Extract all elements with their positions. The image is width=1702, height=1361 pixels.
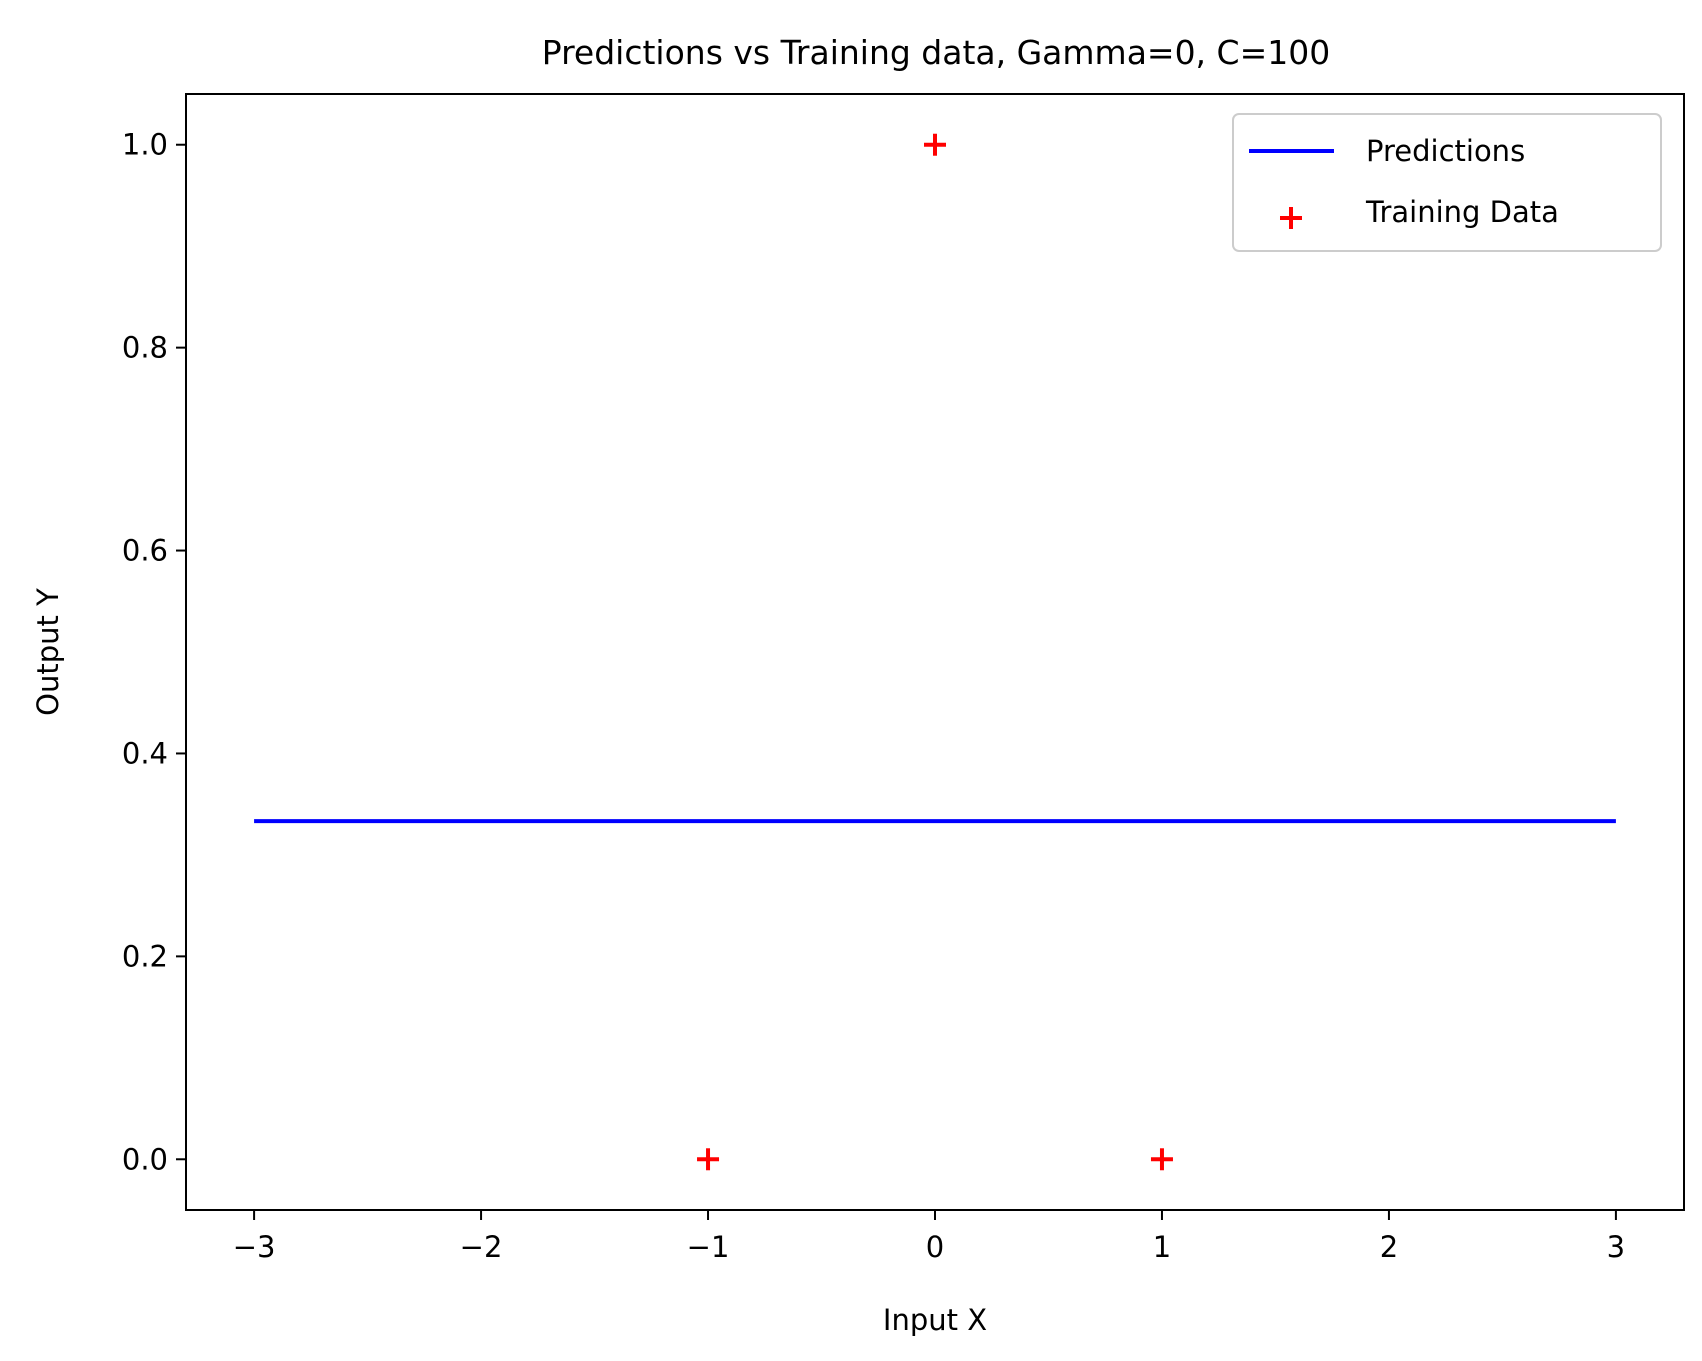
legend-plus-swatch [1280, 207, 1302, 229]
legend-box [1232, 113, 1662, 252]
y-tick-label: 0.6 [122, 534, 168, 568]
legend: Predictions Training Data [1232, 113, 1662, 252]
legend-label-predictions: Predictions [1366, 134, 1525, 168]
plot-frame [185, 93, 1685, 1211]
y-tick-label: 0.8 [122, 331, 168, 365]
x-tick-label: −3 [233, 1230, 276, 1264]
x-tick-label: 3 [1607, 1230, 1625, 1264]
y-tick-label: 0.2 [122, 939, 168, 973]
training-data-point [1150, 1148, 1173, 1171]
x-axis-label: Input X [883, 1303, 987, 1337]
y-axis: 0.0 0.2 0.4 0.6 0.8 1.0 [122, 128, 186, 1176]
x-tick-label: 0 [926, 1230, 944, 1264]
y-tick-label: 0.4 [122, 736, 168, 770]
y-axis-label: Output Y [31, 588, 65, 716]
y-tick-label: 0.0 [122, 1142, 168, 1176]
training-data-point [924, 133, 946, 156]
chart-title: Predictions vs Training data, Gamma=0, C… [542, 33, 1330, 72]
x-tick-label: −1 [687, 1230, 730, 1264]
plot-area: −3 −2 −1 0 1 2 3 0.0 0.2 0.4 0.6 0.8 1.0 [122, 93, 1685, 1264]
x-tick-label: 2 [1380, 1230, 1398, 1264]
legend-label-training-data: Training Data [1365, 195, 1559, 229]
x-axis: −3 −2 −1 0 1 2 3 [233, 1210, 1625, 1264]
x-tick-label: 1 [1153, 1230, 1171, 1264]
series-layer [254, 133, 1616, 1171]
x-tick-label: −2 [460, 1230, 503, 1264]
y-tick-label: 1.0 [122, 128, 168, 162]
training-data-point [697, 1148, 720, 1171]
